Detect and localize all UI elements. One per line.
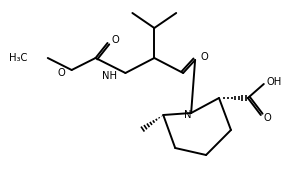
Text: O: O: [58, 68, 66, 78]
Text: OH: OH: [267, 77, 282, 87]
Text: H₃C: H₃C: [9, 53, 28, 63]
Text: O: O: [200, 52, 208, 62]
Text: NH: NH: [102, 71, 118, 81]
Text: O: O: [112, 35, 119, 45]
Text: N: N: [184, 110, 192, 120]
Text: O: O: [264, 113, 271, 123]
